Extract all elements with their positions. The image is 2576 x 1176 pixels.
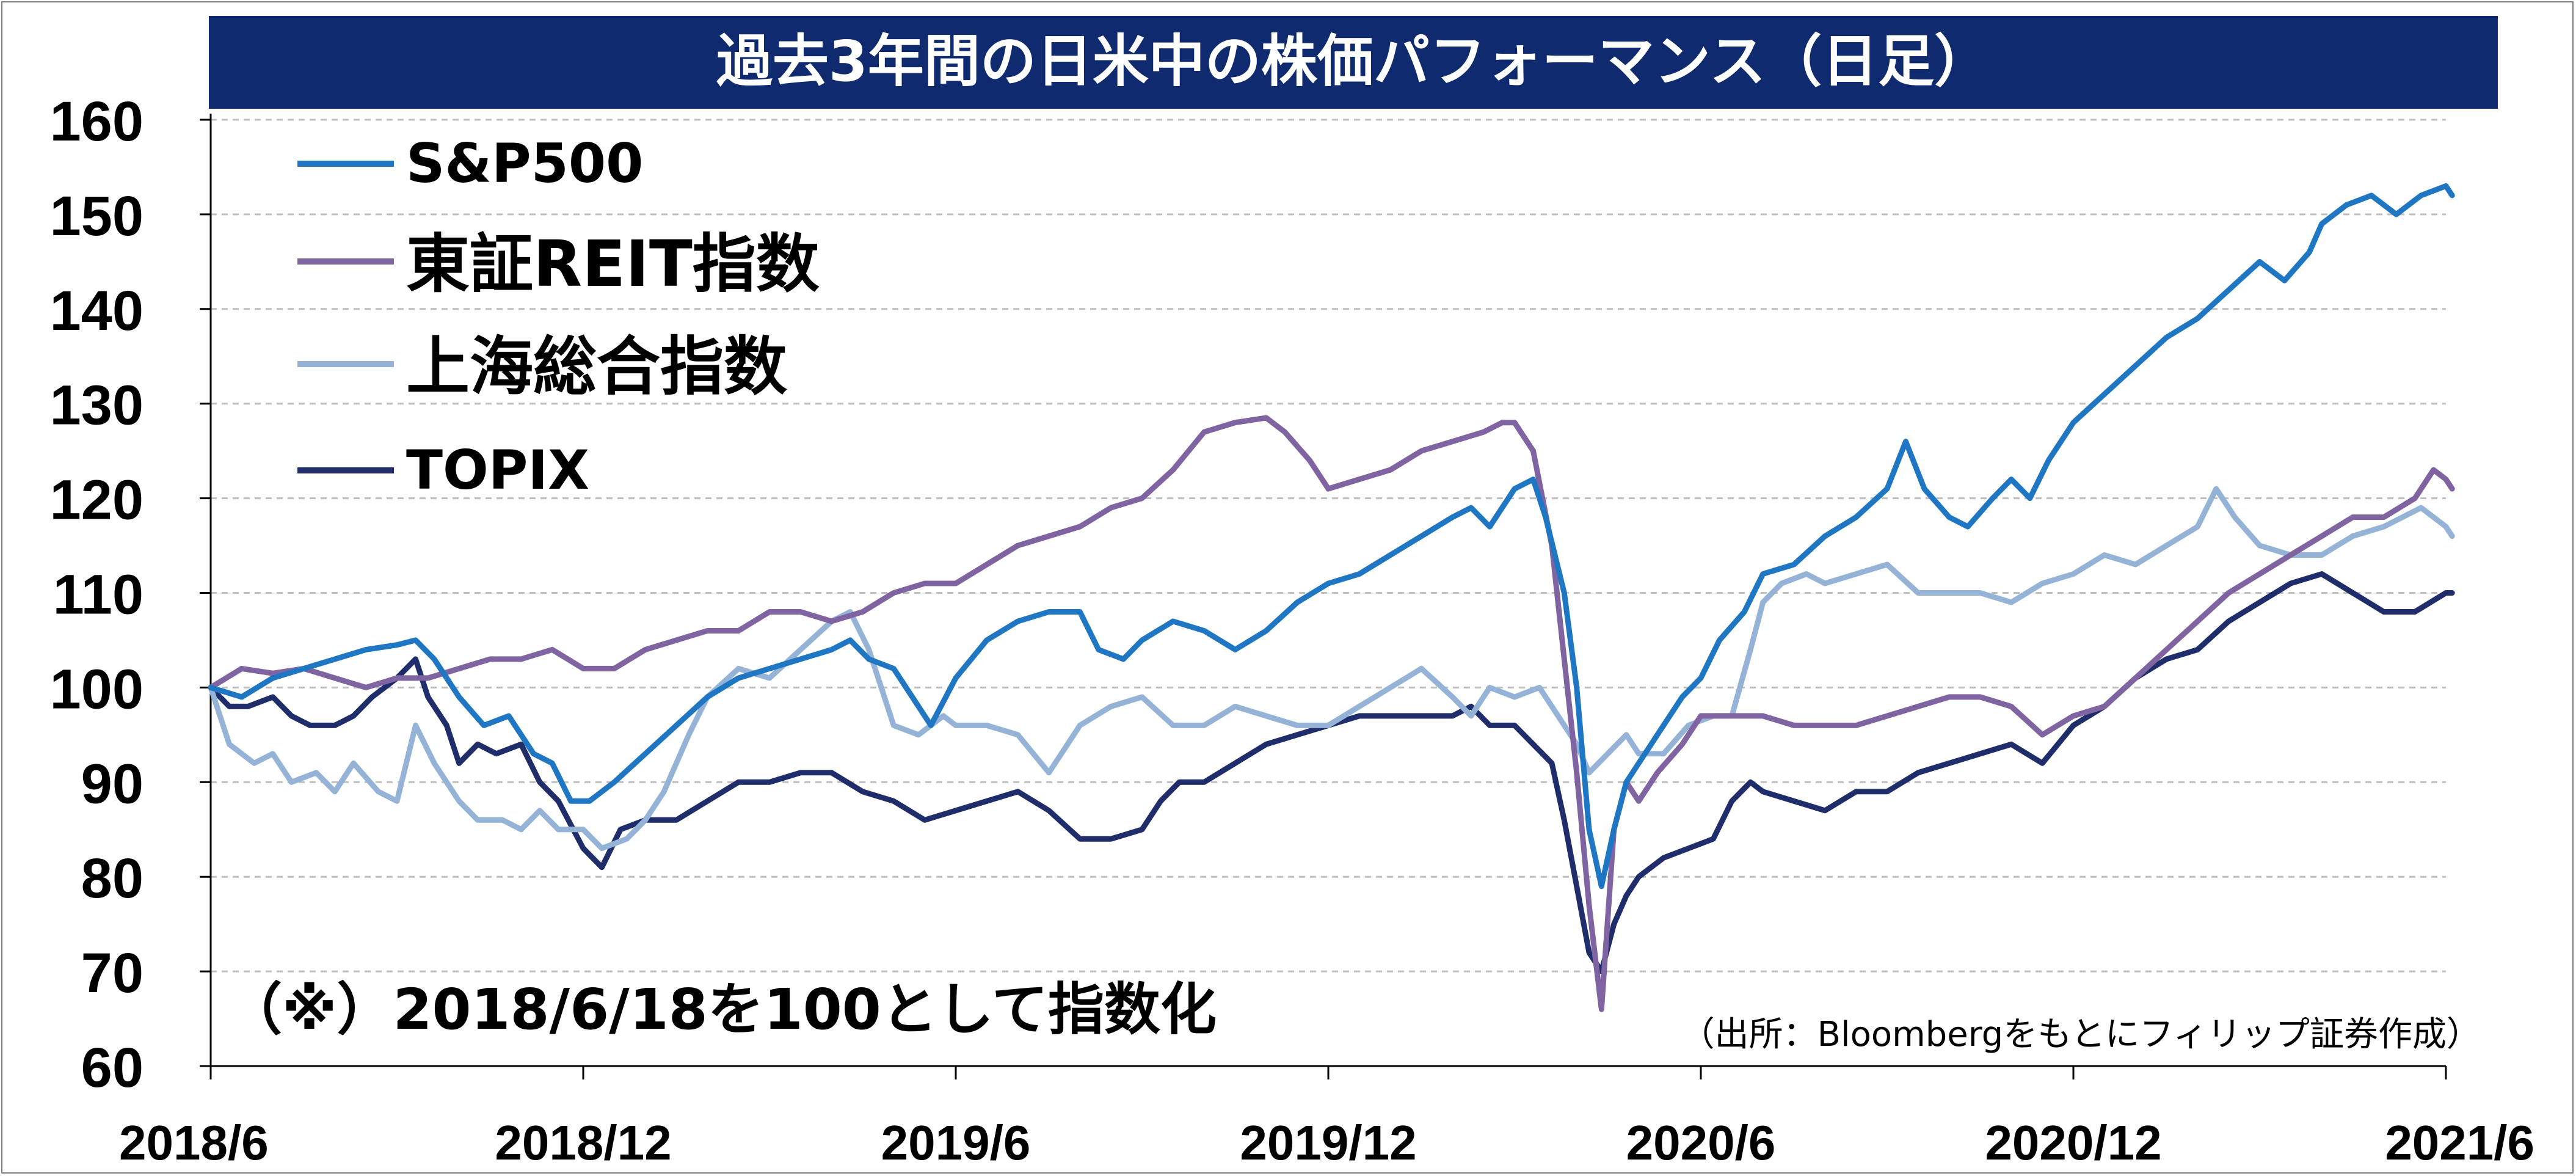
index-note: （※）2018/6/18を100として指数化 xyxy=(226,977,1217,1042)
y-tick-label: 60 xyxy=(81,1037,144,1099)
x-tick-label: 2018/6 xyxy=(119,1116,269,1170)
x-tick-label: 2020/6 xyxy=(1626,1116,1776,1170)
series-line-TOPIX xyxy=(208,571,2455,974)
x-tick-label: 2021/6 xyxy=(2385,1116,2534,1170)
y-tick-label: 70 xyxy=(81,942,144,1004)
series-line-上海総合指数 xyxy=(208,486,2455,852)
y-tick-label: 130 xyxy=(50,374,144,437)
grid-lines xyxy=(211,119,2446,973)
y-tick-label: 100 xyxy=(50,658,144,720)
y-tick-label: 80 xyxy=(81,847,144,910)
y-tick-label: 160 xyxy=(50,90,144,153)
y-axis-ticks: 60 70 80 90 100 110 120 130 140 150 160 xyxy=(50,90,211,1099)
y-tick-label: 150 xyxy=(50,185,144,247)
legend-label: 上海総合指数 xyxy=(406,329,787,404)
x-axis-ticks: 2018/6 2018/12 2019/6 2019/12 2020/6 2020/12 2… xyxy=(119,1066,2534,1170)
y-tick-label: 120 xyxy=(50,469,144,531)
y-tick-label: 110 xyxy=(53,564,144,626)
y-tick-label: 140 xyxy=(50,280,144,342)
x-tick-label: 2019/6 xyxy=(881,1116,1031,1170)
x-tick-label: 2019/12 xyxy=(1240,1116,1416,1170)
y-tick-label: 90 xyxy=(81,753,144,815)
source-note: （出所：Bloombergをもとにフィリップ証券作成） xyxy=(1681,1015,2481,1054)
x-tick-label: 2018/12 xyxy=(495,1116,671,1170)
title-banner xyxy=(209,16,2498,109)
chart-title: 過去3年間の日米中の株価パフォーマンス（日足） xyxy=(716,29,1990,94)
legend-label: 東証REIT指数 xyxy=(406,227,820,301)
legend-label: S&P500 xyxy=(406,132,643,195)
series-line-S&P500 xyxy=(208,183,2455,889)
series-line-東証REIT指数 xyxy=(208,415,2455,1012)
plot-series xyxy=(208,183,2455,1012)
legend-label: TOPIX xyxy=(406,439,589,502)
x-tick-label: 2020/12 xyxy=(1985,1116,2161,1170)
